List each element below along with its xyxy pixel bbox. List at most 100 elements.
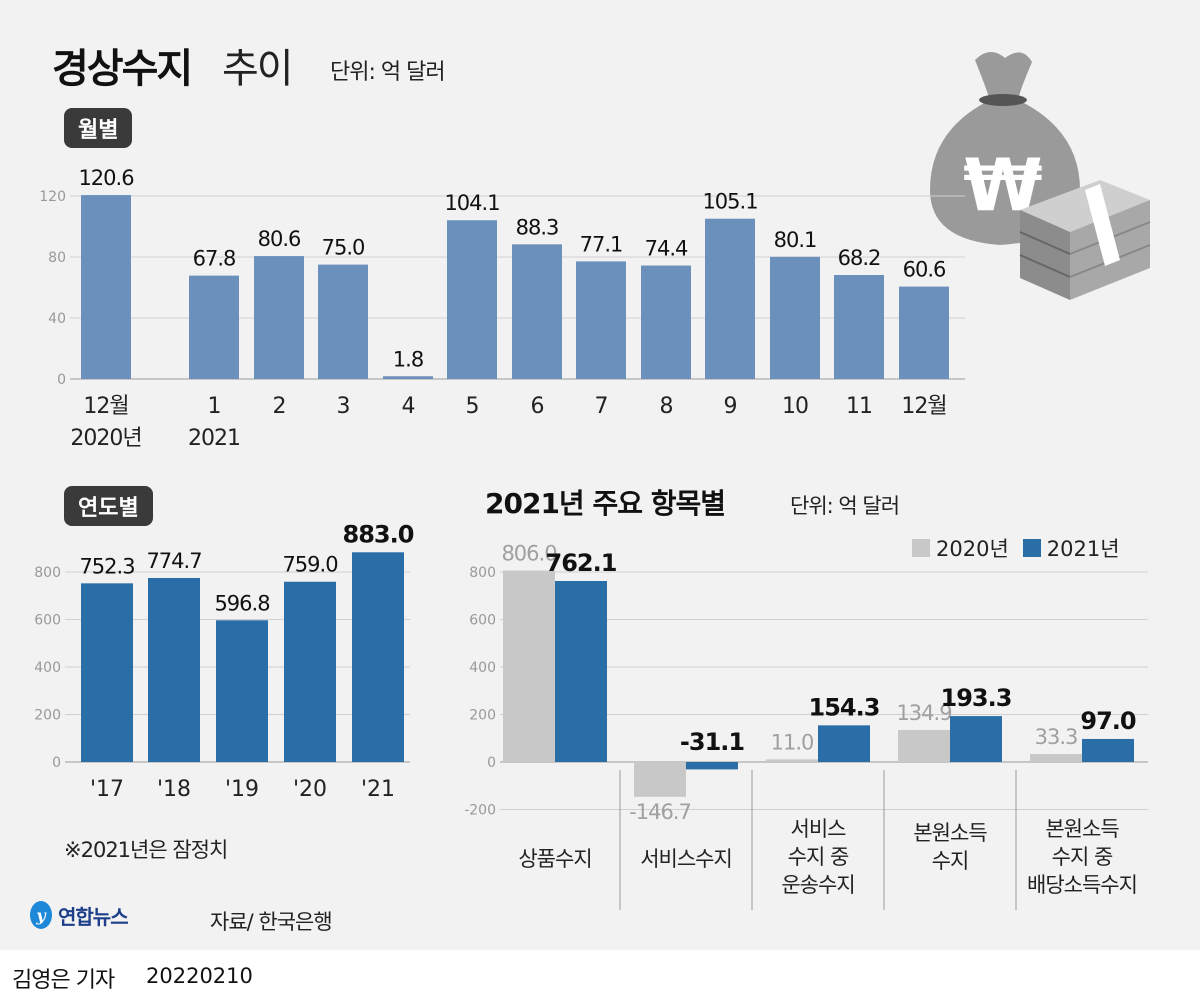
data-label: 97.0 xyxy=(1080,707,1136,735)
y-tick-label: 600 xyxy=(469,613,496,629)
bar xyxy=(770,256,820,379)
data-label: 104.1 xyxy=(444,191,499,215)
data-label: 596.8 xyxy=(214,591,269,615)
page-title-suffix: 추이 xyxy=(222,46,294,92)
y-tick-label: 200 xyxy=(34,708,61,724)
x-tick-label: 서비스수지 xyxy=(640,847,732,871)
bar xyxy=(284,581,336,762)
y-tick-label: 400 xyxy=(34,660,61,676)
x-tick-label: 3 xyxy=(337,394,350,419)
x-tick-label: 4 xyxy=(402,394,415,419)
logo-icon: y xyxy=(30,901,52,929)
x-tick-label: 상품수지 xyxy=(518,847,591,871)
section-badge-monthly: 월별 xyxy=(64,108,133,148)
x-tick-label: 2020년 xyxy=(70,426,141,451)
x-tick-label: 6 xyxy=(531,394,544,419)
x-tick-label: 배당소득수지 xyxy=(1027,873,1137,897)
data-label: 68.2 xyxy=(838,246,881,270)
bar xyxy=(834,274,884,379)
x-tick-label: '21 xyxy=(361,777,395,802)
data-label: 134.9 xyxy=(896,701,951,725)
annual-chart: 0 200 400 600 800 752.3 '17 774.7 '18 596.8 '19 759… xyxy=(34,520,414,802)
y-tick-label: 40 xyxy=(48,311,66,327)
bar xyxy=(383,376,433,379)
bar xyxy=(899,286,949,379)
bar-2021 xyxy=(950,716,1002,762)
data-label: 762.1 xyxy=(546,549,617,577)
data-label: 80.6 xyxy=(258,227,301,251)
data-label: 60.6 xyxy=(903,258,946,282)
data-label: 33.3 xyxy=(1035,725,1078,749)
legend: 2020년 2021년 xyxy=(912,533,1120,563)
data-label: 80.1 xyxy=(774,228,817,252)
x-tick-label: 본원소득 xyxy=(1045,817,1119,841)
bar-2020 xyxy=(766,759,818,762)
items-chart: -200 0 200 400 600 800 806.0 -146.7 11.0 134.9 33.… xyxy=(464,542,1148,910)
x-tick-label: 서비스 xyxy=(791,817,847,841)
x-tick-label: 5 xyxy=(466,394,479,419)
bar xyxy=(148,578,200,762)
bar xyxy=(254,256,304,379)
bar-2020 xyxy=(898,729,950,762)
x-tick-label: 1 xyxy=(208,394,221,419)
money-bag-illustration: ₩ xyxy=(930,51,1151,300)
page-title: 경상수지 xyxy=(52,46,193,92)
legend-item-2020: 2020년 xyxy=(912,533,1009,563)
bar xyxy=(705,218,755,379)
bar xyxy=(512,244,562,379)
svg-text:y: y xyxy=(35,906,47,925)
unit-label: 단위: 억 달러 xyxy=(330,60,446,85)
x-tick-label: 수지 xyxy=(932,849,969,873)
x-tick-label: 12월 xyxy=(901,394,946,419)
data-label: 74.4 xyxy=(645,237,688,261)
legend-swatch xyxy=(912,539,930,557)
data-label: 11.0 xyxy=(771,730,814,754)
y-tick-label: 80 xyxy=(48,250,66,266)
bar-2021 xyxy=(555,581,607,762)
y-tick-label: 800 xyxy=(34,565,61,581)
x-tick-label: 수지 중 xyxy=(1052,845,1113,869)
x-tick-label: 8 xyxy=(660,394,673,419)
data-label: 752.3 xyxy=(79,554,134,578)
x-tick-label: '17 xyxy=(90,777,124,802)
x-tick-label: 운송수지 xyxy=(781,873,854,897)
bar-2020 xyxy=(634,762,686,797)
y-tick-label: 0 xyxy=(52,755,61,771)
byline-reporter: 김영은 기자 xyxy=(12,968,115,993)
items-unit-label: 단위: 억 달러 xyxy=(790,494,900,518)
logo-text: 연합뉴스 xyxy=(58,904,129,929)
legend-label: 2021년 xyxy=(1046,537,1120,561)
legend-item-2021: 2021년 xyxy=(1022,533,1120,563)
y-tick-label: 120 xyxy=(39,189,66,205)
y-tick-label: 200 xyxy=(469,708,496,724)
x-tick-label: '18 xyxy=(157,777,191,802)
y-tick-label: 400 xyxy=(469,660,496,676)
data-label: 1.8 xyxy=(393,347,423,371)
data-label: 88.3 xyxy=(516,215,559,239)
data-label: 883.0 xyxy=(343,520,414,548)
source: 자료/ 한국은행 xyxy=(210,910,333,934)
x-tick-label: 11 xyxy=(846,394,872,419)
bar-2021 xyxy=(1082,738,1134,762)
bar xyxy=(576,261,626,379)
data-label: 154.3 xyxy=(809,693,880,721)
x-tick-label: 수지 중 xyxy=(788,845,849,869)
byline-date: 20220210 xyxy=(146,964,253,988)
charts-canvas: ₩ 04080120120.612월2020년67.81202180.6275.… xyxy=(34,51,1151,910)
x-tick-label: 7 xyxy=(595,394,608,419)
section-badge-annual: 연도별 xyxy=(64,486,153,526)
data-label: 120.6 xyxy=(78,166,134,190)
data-label: 105.1 xyxy=(702,190,757,214)
x-tick-label: 2021 xyxy=(188,426,240,451)
data-label: -31.1 xyxy=(680,728,744,756)
data-label: 774.7 xyxy=(146,549,201,573)
data-label: 806.0 xyxy=(501,542,556,566)
bar-2020 xyxy=(503,570,555,762)
monthly-chart: 0 40 80 120 120.6 12월 2020년 67.8 1 2021 80.6 2 75.0 3… xyxy=(39,166,965,451)
bar-2020 xyxy=(1030,754,1082,762)
y-tick-label: 800 xyxy=(469,565,496,581)
data-label: 67.8 xyxy=(193,247,236,271)
bar xyxy=(641,265,691,379)
x-tick-label: 12월 xyxy=(83,394,128,419)
x-tick-label: 9 xyxy=(724,394,737,419)
